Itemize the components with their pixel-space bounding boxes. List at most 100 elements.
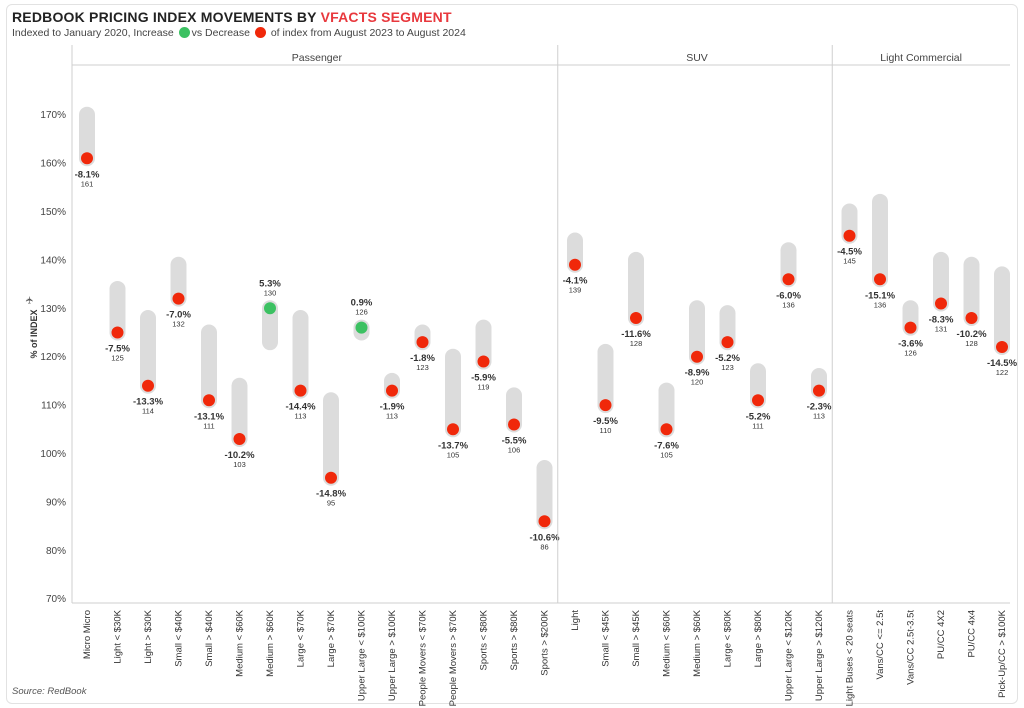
x-tick-label: Light > $30K [143, 609, 154, 663]
change-label: -14.8% [316, 489, 347, 500]
chart-title: REDBOOK PRICING INDEX MOVEMENTS BY VFACT… [12, 9, 452, 25]
decrease-dot [172, 292, 185, 305]
x-tick-label: Medium < $60K [235, 609, 246, 676]
chart-card [6, 4, 1018, 704]
x-tick-label: Sports < $80K [479, 609, 490, 670]
x-tick-label: Sports > $200K [540, 609, 551, 675]
index-label: 123 [721, 363, 734, 372]
x-tick-label: Large < $70K [296, 609, 307, 667]
range-bar [658, 382, 675, 438]
decrease-dot [569, 258, 581, 271]
change-label: -1.9% [380, 402, 405, 413]
change-label: -14.5% [987, 358, 1018, 369]
index-label: 130 [264, 288, 277, 297]
index-label: 113 [295, 412, 307, 421]
x-tick-label: Light Buses < 20 seats [845, 610, 856, 707]
change-label: -10.6% [529, 532, 560, 543]
x-tick-label: Medium > $60K [692, 609, 703, 676]
segment-label: SUV [686, 52, 708, 64]
change-label: -5.5% [502, 435, 527, 446]
y-tick-label: 70% [46, 594, 66, 605]
x-tick-label: Vans/CC 2.5t-3.5t [906, 610, 917, 685]
y-tick-label: 80% [46, 546, 66, 557]
x-tick-label: Sports > $80K [509, 609, 520, 670]
index-label: 122 [996, 368, 1009, 377]
decrease-dot [935, 297, 947, 310]
x-tick-label: Light [570, 610, 581, 631]
decrease-dot [508, 418, 520, 431]
index-label: 113 [386, 412, 398, 421]
change-label: -4.5% [837, 247, 862, 258]
chart-subtitle: Indexed to January 2020, Increase vs Dec… [12, 27, 466, 39]
x-tick-label: People Movers < $70K [418, 609, 429, 706]
x-tick-label: Upper Large < $120K [784, 609, 795, 701]
y-tick-label: 150% [40, 207, 66, 218]
y-tick-label: 160% [40, 159, 66, 170]
index-label: 103 [233, 460, 246, 469]
change-label: 0.9% [351, 298, 373, 309]
range-bar [445, 348, 461, 438]
range-bar [628, 251, 644, 326]
decrease-dot-icon [254, 27, 266, 38]
change-label: -2.3% [807, 402, 832, 413]
segment-label: Light Commercial [880, 52, 962, 64]
y-tick-label: 130% [40, 304, 66, 315]
index-label: 110 [600, 426, 612, 435]
decrease-dot [996, 341, 1008, 354]
decrease-dot [538, 515, 551, 528]
change-label: -5.2% [715, 353, 740, 364]
y-tick-label: 90% [46, 497, 66, 508]
index-label: 131 [935, 324, 948, 333]
range-bar [536, 460, 553, 530]
decrease-dot [416, 336, 429, 349]
change-label: -9.5% [593, 416, 618, 427]
index-label: 145 [843, 257, 856, 266]
x-tick-label: Small > $45K [631, 609, 642, 666]
range-bar [140, 309, 156, 394]
index-label: 120 [691, 378, 704, 387]
change-label: -10.2% [956, 329, 987, 340]
index-label: 113 [813, 412, 825, 421]
decrease-dot [721, 336, 734, 349]
pin-icon: ✈ [25, 296, 36, 304]
range-bar [994, 266, 1010, 356]
decrease-dot [203, 394, 215, 407]
decrease-dot [325, 471, 337, 484]
range-bar [79, 106, 95, 167]
change-label: -10.2% [224, 450, 255, 461]
decrease-dot [294, 384, 307, 397]
index-label: 106 [508, 445, 521, 454]
change-label: -13.1% [194, 411, 225, 422]
range-bar [201, 324, 217, 409]
change-label: -4.1% [563, 276, 588, 287]
index-label: 128 [965, 339, 978, 348]
decrease-dot [233, 432, 246, 445]
change-label: -8.1% [75, 169, 100, 180]
change-label: -5.9% [471, 373, 496, 384]
decrease-dot [782, 273, 795, 286]
change-label: -14.4% [285, 402, 316, 413]
range-bar [292, 309, 309, 399]
range-bar [597, 343, 614, 414]
change-label: -13.3% [133, 397, 164, 408]
x-tick-label: Pick-Up/CC > $100K [997, 609, 1008, 698]
change-label: -7.0% [166, 310, 191, 321]
x-tick-label: Large < $80K [723, 609, 734, 667]
change-label: -8.9% [685, 368, 710, 379]
index-label: 119 [478, 383, 490, 392]
index-label: 111 [203, 421, 214, 430]
change-label: -7.5% [105, 344, 130, 355]
decrease-dot [904, 321, 917, 334]
x-tick-label: Small < $45K [601, 609, 612, 666]
range-bar [231, 377, 248, 447]
range-bar [689, 300, 705, 365]
change-label: -11.6% [621, 329, 651, 340]
decrease-dot [843, 229, 856, 242]
index-label: 105 [447, 450, 460, 459]
x-tick-label: PU/CC 4x4 [967, 610, 978, 658]
range-bar [933, 251, 949, 312]
index-label: 105 [660, 450, 673, 459]
index-label: 86 [540, 542, 548, 551]
decrease-dot [874, 273, 886, 286]
decrease-dot [752, 394, 764, 407]
